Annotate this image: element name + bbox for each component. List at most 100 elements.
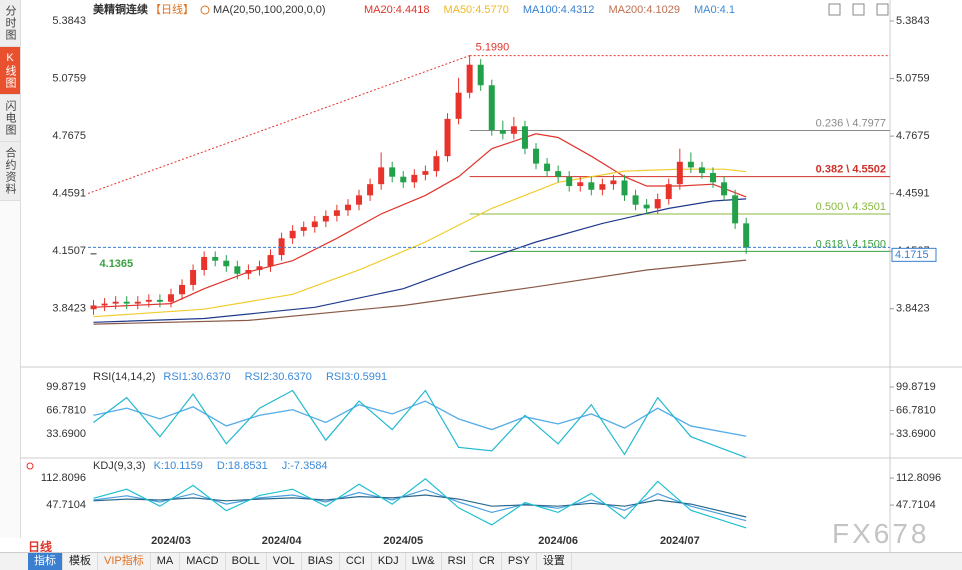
toolbar-tab[interactable]: KDJ: [372, 553, 406, 570]
high-label: 5.1990: [476, 41, 510, 53]
candle-body: [544, 163, 551, 172]
legend-entry: MA0:4.1: [694, 4, 735, 16]
chart: 美精铜连续 【日线】 MA(20,50,100,200,0,0) 5.3843 5…: [20, 0, 962, 552]
y-tick-label: 112.8096: [41, 472, 86, 484]
candle-body: [466, 64, 473, 93]
x-tick-label: 2024/03: [151, 535, 191, 547]
side-tab[interactable]: 合约资料: [0, 142, 20, 201]
y-tick-label: 66.7810: [896, 404, 936, 416]
candle-body: [732, 195, 739, 224]
candle-body: [687, 161, 694, 168]
toolbar-tab[interactable]: LW&: [406, 553, 442, 570]
toolbar-tab[interactable]: CR: [473, 553, 502, 570]
candle-body: [444, 118, 451, 157]
candle-body: [179, 284, 186, 295]
candle-body: [632, 195, 639, 205]
series-line: [93, 389, 747, 459]
legend-entry: RSI2:30.6370: [245, 371, 312, 383]
legend-entry: RSI1:30.6370: [163, 371, 230, 383]
y-tick-label: 33.6900: [46, 428, 86, 440]
candle-body: [145, 299, 152, 302]
candle-body: [167, 294, 174, 302]
side-tab[interactable]: 分时图: [0, 0, 20, 47]
candle-body: [499, 130, 506, 134]
window-icon[interactable]: [828, 3, 841, 16]
symbol: 美精铜连续: [93, 2, 148, 16]
candle-body: [521, 126, 528, 149]
period-selector[interactable]: 日线: [28, 540, 53, 554]
candle-body: [588, 182, 595, 190]
candle-body: [112, 301, 119, 304]
series-line: [93, 488, 747, 522]
candle-body: [367, 184, 374, 196]
candle-body: [378, 167, 385, 185]
fib-label: 0.618 \ 4.1500: [816, 238, 886, 250]
y-tick-label: 66.7810: [46, 404, 86, 416]
window-icon[interactable]: [852, 3, 865, 16]
window-icon[interactable]: [876, 3, 889, 16]
y-tick-label: 4.1507: [52, 245, 86, 257]
toolbar-tab[interactable]: RSI: [442, 553, 473, 570]
candle-body: [599, 184, 606, 190]
watermark: FX678: [832, 518, 930, 549]
toolbar-tab[interactable]: BOLL: [226, 553, 267, 570]
candle-body: [665, 184, 672, 200]
toolbar-tab[interactable]: VOL: [267, 553, 302, 570]
candle-body: [300, 227, 307, 231]
panel-title: KDJ(9,3,3): [93, 460, 146, 472]
candle-body: [123, 301, 130, 304]
candle-body: [643, 204, 650, 209]
y-tick-label: 5.3843: [896, 15, 930, 27]
candle-body: [477, 64, 484, 86]
legend-entry: MA100:4.4312: [523, 4, 595, 16]
series-line: [93, 133, 747, 308]
legend-entry: D:18.8531: [217, 460, 268, 472]
series-line: [93, 494, 747, 518]
candle-body: [101, 303, 108, 306]
candle-body: [566, 176, 573, 187]
sidebar: 分时图 K线图 闪电图 合约资料: [0, 0, 21, 538]
side-tab[interactable]: K线图: [0, 47, 20, 95]
toolbar-tab[interactable]: 设置: [537, 553, 572, 570]
candle-body: [322, 215, 329, 222]
candle-body: [90, 305, 97, 310]
legend-entry: MA50:4.5770: [443, 4, 508, 16]
x-tick-label: 2024/07: [660, 535, 700, 547]
candle-body: [212, 256, 219, 261]
add-icon[interactable]: [200, 5, 210, 15]
toolbar-tab[interactable]: BIAS: [302, 553, 340, 570]
y-tick-label: 5.0759: [52, 72, 86, 84]
indicator: MA(20,50,100,200,0,0): [213, 4, 326, 16]
candle-body: [344, 204, 351, 211]
toolbar-tab[interactable]: CCI: [340, 553, 372, 570]
series-line: [93, 400, 747, 437]
panel-title: RSI(14,14,2): [93, 371, 155, 383]
toolbar-tab[interactable]: MA: [151, 553, 181, 570]
series-line: [93, 400, 747, 437]
settings-icon[interactable]: [26, 462, 34, 470]
candle-body: [256, 266, 263, 271]
toolbar-tab[interactable]: 指标: [28, 553, 63, 570]
x-tick-label: 2024/05: [383, 535, 423, 547]
toolbar-tab[interactable]: 模板: [63, 553, 98, 570]
toolbar-tab[interactable]: MACD: [180, 553, 226, 570]
candle-body: [510, 126, 517, 134]
y-tick-label: 5.3843: [52, 15, 86, 27]
candle-body: [289, 230, 296, 239]
y-tick-label: 4.4591: [896, 188, 930, 200]
trend-line: [87, 55, 470, 194]
series-line: [93, 198, 747, 323]
toolbar-tab[interactable]: PSY: [502, 553, 537, 570]
candle-body: [134, 301, 141, 304]
fib-label: 0.500 \ 4.3501: [816, 201, 886, 213]
candle-body: [156, 299, 163, 302]
candle-body: [333, 210, 340, 216]
candle-body: [278, 238, 285, 256]
series-line: [93, 478, 747, 529]
series-line: [93, 168, 747, 318]
side-tab[interactable]: 闪电图: [0, 95, 20, 142]
legend-entry: RSI3:0.5991: [326, 371, 387, 383]
y-tick-label: 47.7104: [46, 499, 86, 511]
legend-entry: MA200:4.1029: [608, 4, 680, 16]
toolbar-tab[interactable]: VIP指标: [98, 553, 151, 570]
